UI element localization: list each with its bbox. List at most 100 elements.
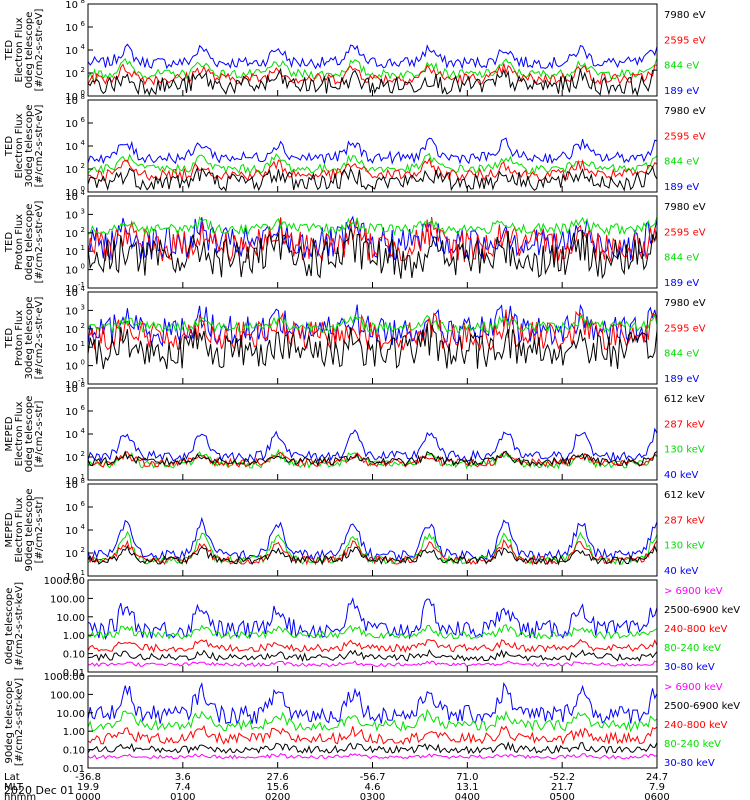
y-tick-label: 100.00 <box>50 594 85 605</box>
x-tick-label: 4.6 <box>365 782 381 793</box>
legend-label: 287 keV <box>664 419 705 430</box>
x-row-label: MLT <box>4 782 24 793</box>
panel-8: 0.01 0.10 1.00 10.00 100.00 1000.00 90deg tele… <box>4 672 740 775</box>
series-240-800-kev <box>87 638 658 654</box>
y-axis-title-line: [#/cm2-s-str-eV] <box>34 105 45 188</box>
x-tick-label: 0100 <box>170 792 195 800</box>
x-row-label: Lat <box>4 772 20 783</box>
legend-label: > 6900 keV <box>664 682 723 693</box>
legend-label: 80-240 keV <box>664 643 721 654</box>
y-axis-title-line: 90deg telescope <box>24 488 35 571</box>
panel-frame <box>87 99 658 193</box>
y-tick-exponent: 2 <box>81 226 85 234</box>
x-tick-label: 13.1 <box>456 782 478 793</box>
y-tick-label: 10 <box>65 92 78 103</box>
legend-label: 130 keV <box>664 445 705 456</box>
legend-label: 189 eV <box>664 86 699 97</box>
y-tick-label: 10 <box>65 384 78 395</box>
y-tick-label: 10 <box>65 503 78 514</box>
x-tick-label: 24.7 <box>646 772 668 783</box>
y-tick-label: 10 <box>65 23 78 34</box>
x-tick-label: -36.8 <box>75 772 101 783</box>
x-tick-label: 19.9 <box>77 782 99 793</box>
series-189-ev <box>87 137 658 166</box>
y-tick-exponent: -1 <box>78 281 85 289</box>
y-axis-title-line: [#/cm2-s-str-eV] <box>34 9 45 92</box>
y-tick-exponent: 4 <box>81 139 86 147</box>
y-tick-exponent: 3 <box>81 303 85 311</box>
y-axis-title-line: [#/cm2-s-str-eV] <box>34 201 45 284</box>
legend-label: 7980 eV <box>664 202 706 213</box>
y-tick-label: 1.00 <box>63 631 85 642</box>
series-7980-ev <box>87 67 658 97</box>
y-axis-title-line: Electron Flux <box>14 17 25 82</box>
legend-label: 844 eV <box>664 349 699 360</box>
legend-label: 612 keV <box>664 490 705 501</box>
legend-label: 130 keV <box>664 541 705 552</box>
legend-label: 2595 eV <box>664 35 706 46</box>
x-tick-label: 7.9 <box>649 782 665 793</box>
y-tick-label: 10 <box>65 192 78 203</box>
y-axis-title-line: Electron Flux <box>14 497 25 562</box>
legend-label: 30-80 keV <box>664 662 715 673</box>
y-tick-label: 10.00 <box>56 709 85 720</box>
y-axis-title-line: [#/cm2-s-str] <box>34 400 45 467</box>
series-40-kev <box>87 516 658 563</box>
series-30-80-kev <box>87 682 658 725</box>
x-tick-label: 27.6 <box>267 772 289 783</box>
y-tick-exponent: 2 <box>81 546 85 554</box>
series-189-ev <box>87 43 658 70</box>
y-tick-label: 10 <box>65 284 78 295</box>
y-tick-exponent: 6 <box>81 500 86 508</box>
y-tick-label: 10 <box>65 453 78 464</box>
y-tick-exponent: 8 <box>81 93 85 101</box>
y-tick-label: 10 <box>65 476 78 487</box>
y-tick-exponent: 1 <box>81 473 85 481</box>
y-axis-title-line: TED <box>4 136 15 157</box>
legend-label: 40 keV <box>664 566 698 577</box>
series-40-kev <box>87 427 658 463</box>
legend-label: 7980 eV <box>664 298 706 309</box>
x-tick-label: -52.2 <box>549 772 575 783</box>
series-30-80-kev <box>87 597 658 641</box>
y-tick-exponent: 0 <box>81 89 85 97</box>
series-844-ev <box>87 57 658 81</box>
y-tick-label: 10 <box>65 362 78 373</box>
y-tick-label: 10 <box>65 380 78 391</box>
x-tick-label: 0000 <box>75 792 100 800</box>
y-axis-title-line: [#/cm2-s-str-eV] <box>34 297 45 380</box>
y-tick-label: 1000.00 <box>44 672 85 683</box>
series-612-kev <box>87 450 658 467</box>
y-tick-label: 1000.00 <box>44 576 85 587</box>
y-tick-exponent: 0 <box>81 185 85 193</box>
y-tick-label: 100.00 <box>50 690 85 701</box>
series--6900-kev <box>87 660 658 668</box>
y-tick-label: 10 <box>65 119 78 130</box>
legend-label: 189 eV <box>664 278 699 289</box>
y-axis-title-line: 0deg telescope <box>24 204 35 281</box>
y-tick-label: 0.10 <box>63 650 85 661</box>
y-tick-label: 10 <box>65 325 78 336</box>
series-2500-6900-kev <box>87 741 658 755</box>
series-80-240-kev <box>87 708 658 733</box>
panel-7: 0.01 0.10 1.00 10.00 100.00 1000.00 0deg teles… <box>4 576 740 679</box>
y-tick-label: 10 <box>65 480 78 491</box>
legend-label: 240-800 keV <box>664 720 728 731</box>
legend-label: 189 eV <box>664 374 699 385</box>
legend-label: 2595 eV <box>664 323 706 334</box>
y-axis-title-line: [#/cm2-s-str-keV] <box>14 678 25 766</box>
y-tick-label: 10 <box>65 210 78 221</box>
x-tick-label: 0600 <box>644 792 669 800</box>
y-tick-exponent: 2 <box>81 322 85 330</box>
y-tick-exponent: 1 <box>81 569 85 577</box>
series-612-kev <box>87 544 658 566</box>
x-tick-label: 0500 <box>549 792 574 800</box>
series-189-ev <box>87 303 658 347</box>
y-tick-label: 10 <box>65 407 78 418</box>
y-axis-title-line: Electron Flux <box>14 113 25 178</box>
